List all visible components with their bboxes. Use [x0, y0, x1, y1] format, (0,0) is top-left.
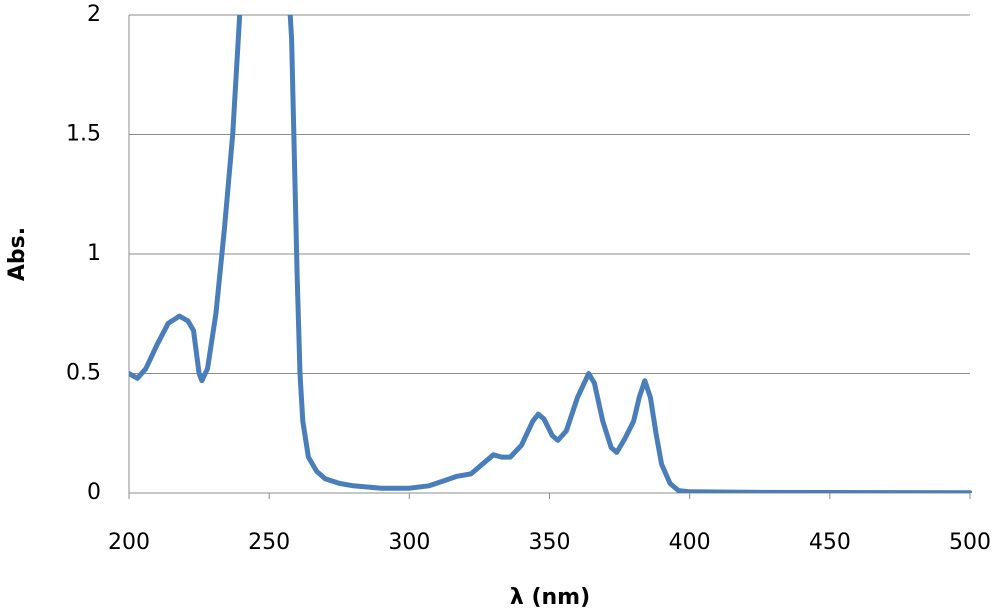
data-line	[129, 15, 972, 493]
y-tick-label: 2	[87, 2, 101, 27]
y-tick-label: 1	[87, 241, 101, 266]
x-tick-label: 500	[949, 530, 991, 555]
y-tick-label: 0	[87, 480, 101, 505]
x-tick-label: 250	[248, 530, 290, 555]
y-tick-label: 0.5	[66, 361, 101, 386]
x-tick-label: 200	[108, 530, 150, 555]
x-tick-label: 450	[809, 530, 851, 555]
y-tick-label: 1.5	[66, 122, 101, 147]
x-tick-label: 300	[388, 530, 430, 555]
x-axis-label: λ (nm)	[510, 585, 590, 610]
y-axis-label: Abs.	[5, 227, 30, 281]
x-tick-label: 400	[669, 530, 711, 555]
x-tick-label: 350	[529, 530, 571, 555]
